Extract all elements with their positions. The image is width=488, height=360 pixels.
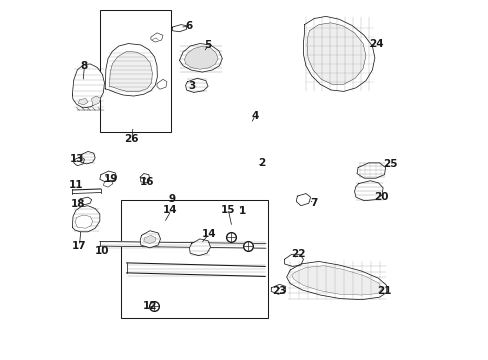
- Polygon shape: [157, 79, 166, 89]
- Polygon shape: [80, 152, 95, 164]
- Text: 19: 19: [103, 174, 118, 184]
- Polygon shape: [80, 197, 91, 205]
- Text: 12: 12: [142, 301, 157, 311]
- Polygon shape: [172, 24, 186, 32]
- Polygon shape: [151, 33, 163, 42]
- Text: 24: 24: [368, 39, 383, 49]
- Text: 25: 25: [382, 159, 397, 169]
- Polygon shape: [306, 23, 365, 84]
- Text: 3: 3: [187, 81, 195, 91]
- Polygon shape: [105, 44, 157, 96]
- Polygon shape: [286, 261, 386, 300]
- Polygon shape: [271, 284, 285, 294]
- Polygon shape: [72, 206, 100, 232]
- Polygon shape: [91, 96, 101, 106]
- Text: 4: 4: [251, 111, 258, 121]
- Text: 17: 17: [72, 241, 86, 251]
- Bar: [100, 10, 171, 132]
- Polygon shape: [284, 254, 303, 266]
- Polygon shape: [354, 181, 382, 201]
- Text: 8: 8: [80, 61, 87, 71]
- Polygon shape: [179, 44, 222, 72]
- Text: 20: 20: [373, 192, 387, 202]
- Polygon shape: [184, 46, 218, 69]
- Polygon shape: [74, 157, 84, 166]
- Polygon shape: [78, 99, 88, 105]
- Polygon shape: [189, 239, 210, 256]
- Polygon shape: [103, 180, 113, 187]
- Text: 2: 2: [258, 158, 264, 168]
- Polygon shape: [291, 266, 381, 295]
- Text: 23: 23: [272, 287, 286, 296]
- Polygon shape: [185, 78, 207, 93]
- Polygon shape: [100, 171, 116, 182]
- Polygon shape: [140, 231, 160, 248]
- Text: 10: 10: [94, 246, 109, 256]
- Polygon shape: [109, 51, 152, 92]
- Text: 9: 9: [168, 194, 176, 203]
- Text: 16: 16: [140, 177, 154, 187]
- Polygon shape: [296, 194, 310, 206]
- Text: 22: 22: [290, 249, 305, 259]
- Text: 11: 11: [68, 180, 83, 190]
- Text: 6: 6: [185, 21, 192, 31]
- Text: 26: 26: [123, 134, 138, 144]
- Text: 14: 14: [163, 205, 177, 215]
- Polygon shape: [140, 174, 149, 183]
- Text: 21: 21: [377, 286, 391, 296]
- Text: 5: 5: [204, 40, 211, 50]
- Polygon shape: [356, 163, 385, 178]
- Text: 13: 13: [70, 154, 84, 164]
- Text: 15: 15: [221, 205, 235, 215]
- Polygon shape: [100, 242, 265, 248]
- Text: 7: 7: [310, 198, 317, 208]
- Polygon shape: [143, 235, 156, 244]
- Polygon shape: [303, 17, 374, 91]
- Text: 18: 18: [71, 199, 85, 209]
- Text: 14: 14: [201, 229, 216, 239]
- Polygon shape: [75, 215, 93, 228]
- Polygon shape: [72, 64, 104, 108]
- Bar: [121, 200, 267, 318]
- Polygon shape: [126, 263, 264, 276]
- Text: 1: 1: [239, 206, 246, 216]
